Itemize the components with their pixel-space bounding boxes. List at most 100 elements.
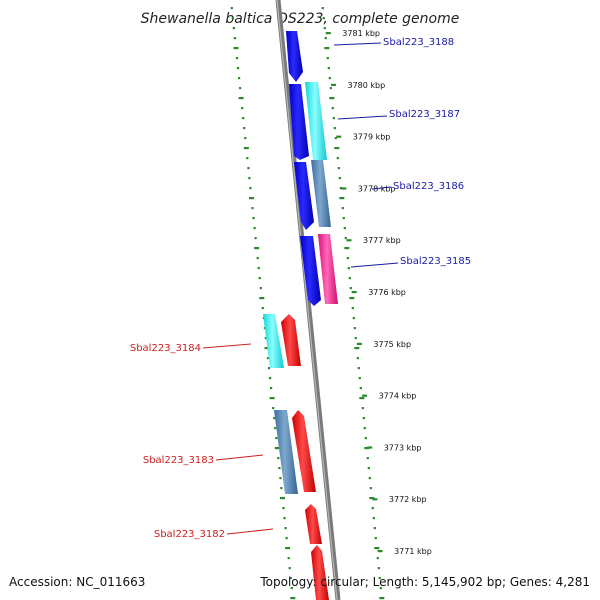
gc-left-mark	[239, 87, 242, 90]
gene-sbal223-3185-arrow[interactable]	[300, 236, 321, 306]
gene-label[interactable]: Sbal223_3185	[400, 256, 471, 267]
gc-right-mark	[364, 447, 370, 450]
scale-tick	[356, 342, 362, 345]
gc-left-mark	[277, 457, 280, 460]
gc-right-mark	[337, 167, 340, 170]
scale-tick-label: 3777 kbp	[363, 236, 401, 245]
gene-label[interactable]: Sbal223_3187	[389, 109, 460, 120]
gc-right-mark	[349, 297, 355, 300]
gc-left-mark	[282, 507, 285, 510]
gene-sbal223-3183-arrow[interactable]	[292, 410, 316, 492]
gc-left-mark	[235, 57, 239, 60]
gc-right-mark	[342, 217, 345, 220]
gc-left-mark	[274, 427, 277, 430]
gc-right-mark	[339, 197, 345, 200]
gene-label-leader	[215, 454, 264, 461]
gc-right-mark	[374, 537, 377, 540]
gc-left-mark	[266, 357, 270, 360]
gc-right-mark	[353, 327, 356, 330]
gene-sbal223-3187-arrow[interactable]	[289, 84, 309, 160]
genome-backbone-highlight	[276, 0, 338, 600]
gene-sbal223-3186-partner[interactable]	[311, 160, 331, 227]
gc-right-mark	[347, 267, 350, 270]
scale-tick	[325, 32, 331, 35]
gc-left-mark	[285, 547, 291, 550]
gc-left-mark	[254, 247, 260, 250]
gene-label[interactable]: Sbal223_3184	[130, 343, 201, 354]
gc-left-mark	[270, 387, 273, 390]
gc-right-mark	[369, 497, 375, 500]
gc-right-mark	[351, 307, 354, 310]
topology-text: Topology: circular; Length: 5,145,902 bp…	[259, 575, 590, 589]
gc-left-mark	[272, 407, 275, 410]
gene-sbal223-3188-arrow[interactable]	[286, 31, 303, 82]
gc-left-mark	[259, 287, 262, 290]
gene-sbal223-3185-partner[interactable]	[318, 234, 338, 304]
gene-label[interactable]: Sbal223_3186	[393, 181, 464, 192]
gc-right-mark	[329, 97, 335, 100]
scale-tick-label: 3775 kbp	[373, 340, 411, 349]
gc-left-mark	[242, 117, 245, 120]
gc-right-mark	[378, 577, 381, 580]
gc-right-mark	[344, 237, 347, 240]
gene-label[interactable]: Sbal223_3183	[143, 455, 214, 466]
gene-label-leader	[202, 343, 252, 349]
gc-right-mark	[369, 487, 372, 490]
gc-right-mark	[334, 147, 340, 150]
scale-tick-label: 3776 kbp	[368, 288, 406, 297]
gc-left-mark	[249, 187, 252, 190]
gc-right-mark	[354, 347, 360, 350]
gc-right-mark	[324, 47, 330, 50]
scale-tick-label: 3781 kbp	[342, 29, 380, 38]
gc-right-mark	[326, 57, 329, 60]
gc-right-mark	[333, 127, 336, 130]
gc-right-mark	[332, 117, 335, 120]
scale-tick	[377, 550, 383, 553]
gc-left-mark	[233, 37, 236, 40]
gc-left-mark	[257, 267, 260, 270]
gc-left-mark	[290, 587, 293, 590]
gc-left-mark	[267, 367, 271, 370]
gc-right-mark	[339, 187, 342, 190]
gene-sbal223-3184-partner[interactable]	[263, 314, 284, 368]
gc-right-mark	[343, 227, 346, 230]
scale-tick-label: 3779 kbp	[353, 133, 391, 142]
gene-label[interactable]: Sbal223_3182	[154, 529, 225, 540]
gc-right-mark	[364, 437, 367, 440]
gc-right-mark	[328, 77, 331, 80]
gc-left-mark	[230, 7, 233, 10]
gc-left-mark	[280, 497, 285, 500]
gc-left-mark	[279, 477, 282, 480]
gene-sbal223-3187-partner[interactable]	[305, 82, 327, 160]
gc-left-mark	[285, 537, 288, 540]
gene-sbal223-3183-partner[interactable]	[274, 410, 298, 494]
gc-left-mark	[232, 27, 235, 30]
gc-right-mark	[352, 317, 355, 320]
gc-left-mark	[248, 177, 251, 180]
gc-right-mark	[327, 67, 330, 70]
gc-right-mark	[346, 257, 349, 260]
reverse-genes	[263, 314, 329, 600]
gc-right-mark	[323, 27, 326, 30]
gc-left-mark	[273, 417, 276, 420]
gc-right-mark	[349, 287, 352, 290]
gene-label[interactable]: Sbal223_3188	[383, 37, 454, 48]
gc-left-mark	[241, 107, 244, 110]
gene-sbal223-3186-arrow[interactable]	[294, 162, 314, 230]
gc-right-mark	[368, 477, 371, 480]
scale-tick	[341, 187, 347, 190]
gc-right-mark	[322, 17, 325, 20]
gc-left-mark	[246, 157, 249, 160]
scale-tick	[346, 239, 352, 242]
gene-sbal223-3184-arrow[interactable]	[281, 314, 301, 366]
gc-right-mark	[341, 207, 344, 210]
gene-sbal223-3182-arrow[interactable]	[305, 504, 322, 544]
gc-right-mark	[329, 87, 332, 90]
gene-sbal223-3181-arrow[interactable]	[311, 545, 329, 600]
scale-tick	[362, 394, 368, 397]
gc-right-mark	[356, 357, 359, 360]
gc-right-mark	[324, 37, 327, 40]
forward-genes	[286, 31, 338, 306]
gc-left-mark	[258, 277, 261, 280]
gc-left-mark	[231, 17, 234, 20]
